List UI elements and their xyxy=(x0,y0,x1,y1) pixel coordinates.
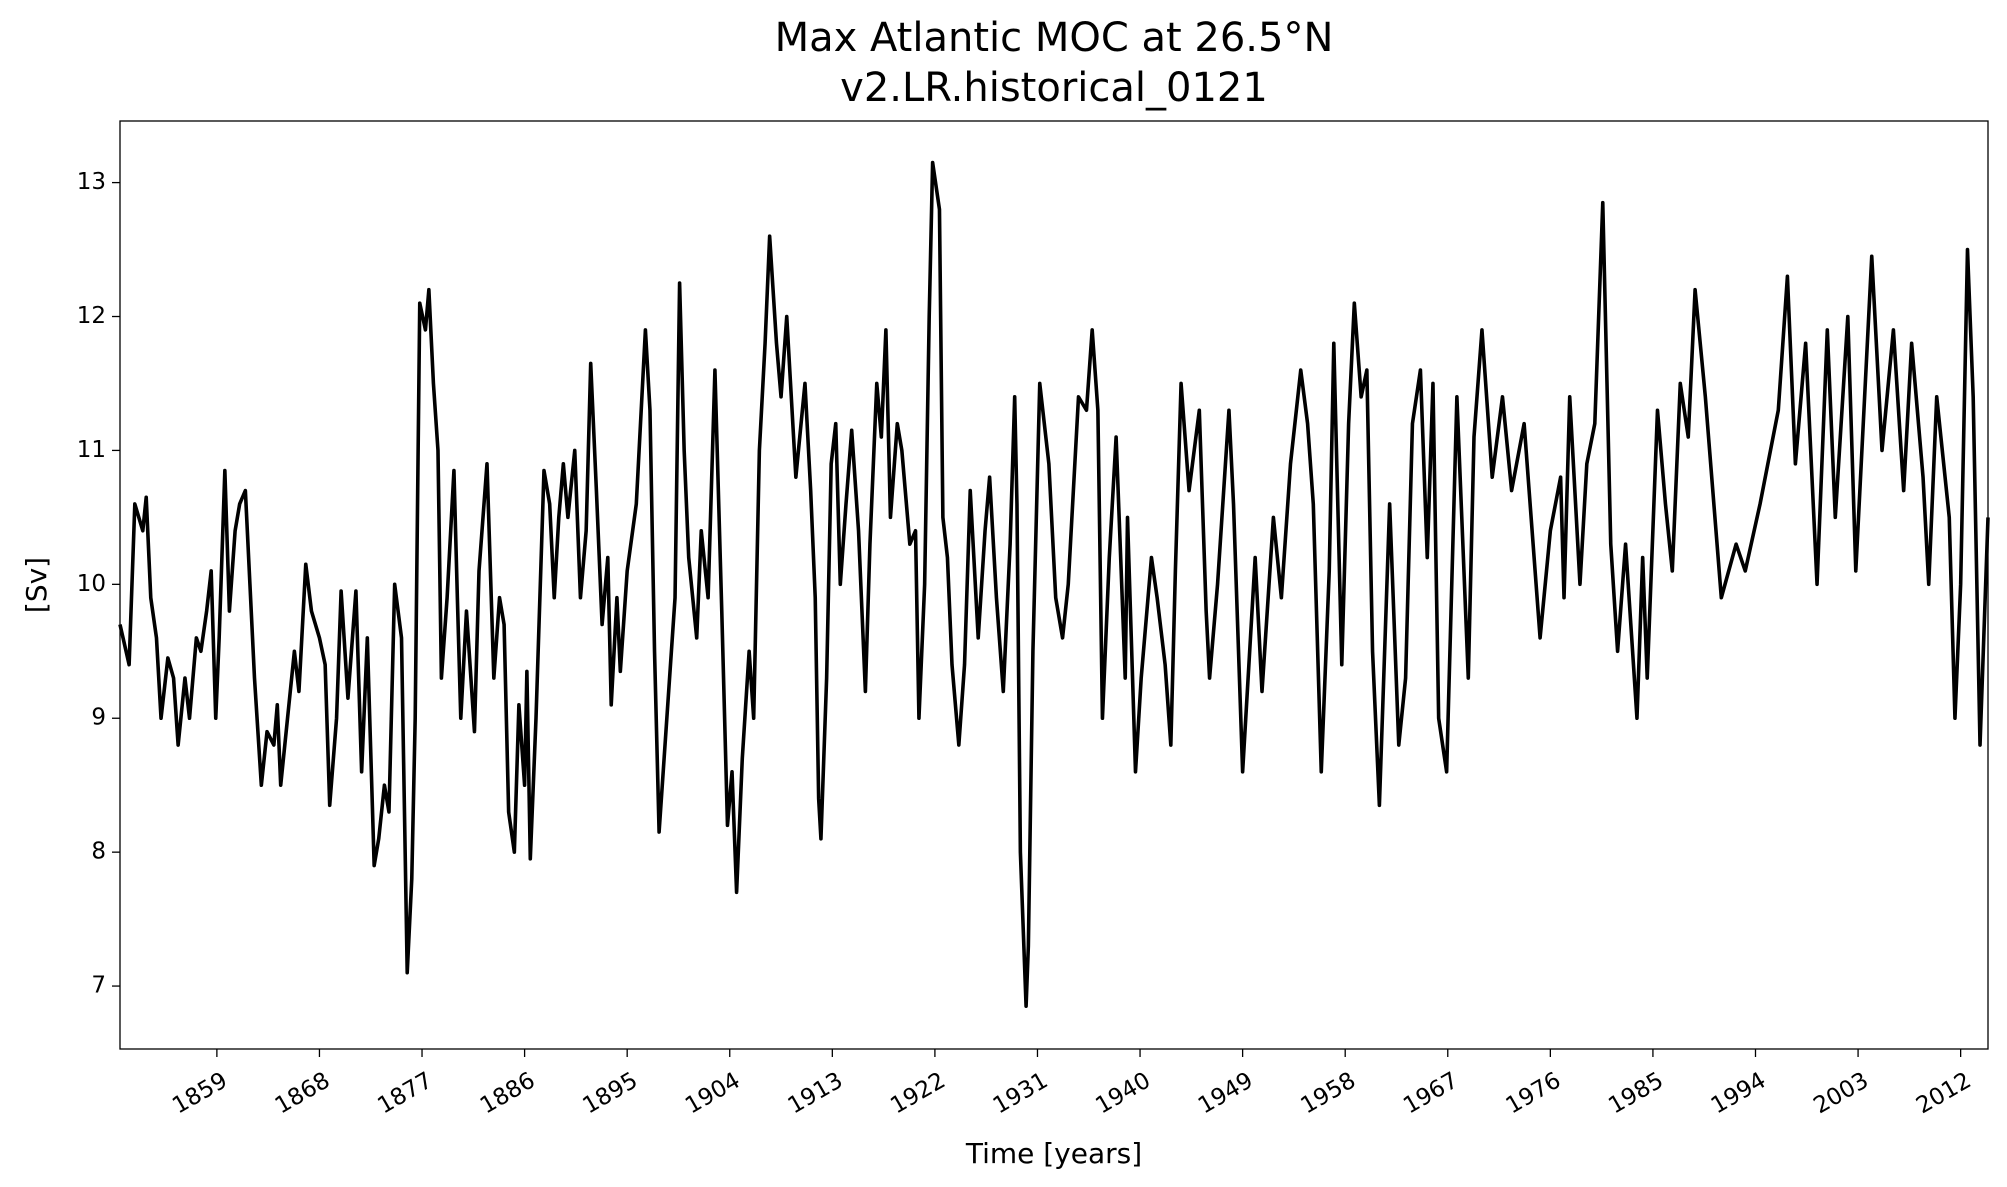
y-tick-label: 12 xyxy=(77,303,106,329)
y-tick-label: 7 xyxy=(91,973,106,999)
y-tick-label: 11 xyxy=(77,437,106,463)
y-tick-label: 13 xyxy=(77,169,106,195)
y-axis-label: [Sv] xyxy=(20,557,53,613)
chart-title: Max Atlantic MOC at 26.5°N xyxy=(775,15,1334,61)
plot-frame xyxy=(119,120,1989,1050)
y-tick-label: 9 xyxy=(91,705,106,731)
series-line xyxy=(118,160,1990,1008)
y-tick-label: 8 xyxy=(91,839,106,865)
y-tick-label: 10 xyxy=(77,571,106,597)
x-axis-label: Time [years] xyxy=(965,1137,1142,1170)
chart-subtitle: v2.LR.historical_0121 xyxy=(840,65,1268,111)
